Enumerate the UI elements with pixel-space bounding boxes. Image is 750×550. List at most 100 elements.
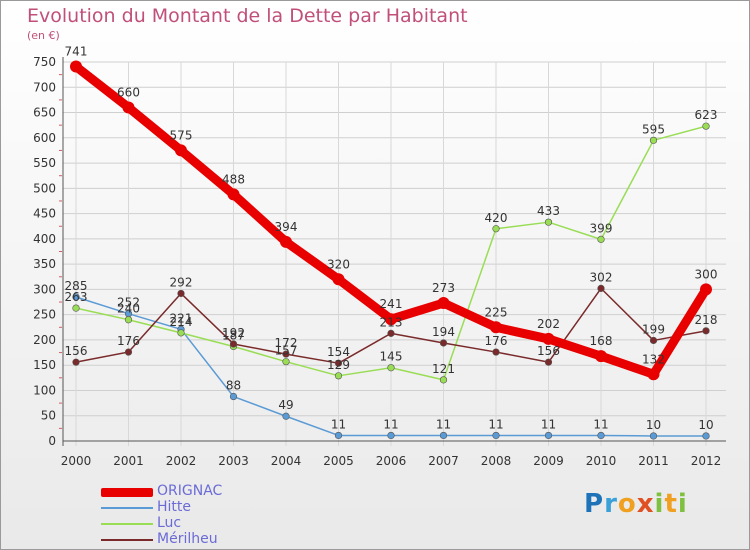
- x-tick-label: 2001: [113, 454, 144, 468]
- data-label-orignac: 660: [117, 85, 140, 99]
- x-tick-label: 2012: [691, 454, 722, 468]
- data-point-hitte: [282, 412, 290, 420]
- data-point-mrilheu: [597, 284, 605, 292]
- data-point-hitte: [72, 293, 80, 301]
- legend-item-merilheu: Mérilheu: [101, 531, 321, 548]
- x-tick-label: 2000: [61, 454, 92, 468]
- y-tick-label: 650: [33, 106, 56, 120]
- data-point-orignac: [542, 332, 555, 345]
- data-point-hitte: [597, 431, 605, 440]
- data-point-mrilheu: [177, 289, 185, 298]
- data-label-luc: 595: [642, 122, 665, 136]
- data-point-mrilheu: [649, 336, 658, 345]
- data-label-mrilheu: 302: [590, 270, 613, 284]
- data-point-orignac: [332, 273, 345, 286]
- data-label-mrilheu: 172: [275, 336, 298, 350]
- legend-label: ORIGNAC: [157, 483, 223, 499]
- legend-item-hitte: Hitte: [101, 499, 321, 516]
- logo-letter: o: [617, 489, 637, 519]
- legend-item-orignac: ORIGNAC: [101, 483, 321, 500]
- data-point-luc: [649, 136, 658, 144]
- legend-label: Mérilheu: [157, 531, 218, 547]
- data-label-hitte: 11: [593, 417, 608, 431]
- y-tick-label: 0: [48, 434, 56, 448]
- x-tick-label: 2010: [586, 454, 617, 468]
- data-point-orignac: [647, 368, 660, 381]
- data-label-orignac: 241: [380, 297, 403, 311]
- data-label-orignac: 300: [695, 267, 718, 281]
- x-tick-label: 2002: [166, 454, 197, 468]
- legend-swatch: [101, 539, 153, 541]
- data-point-mrilheu: [439, 339, 448, 347]
- x-tick-label: 2007: [428, 454, 459, 468]
- logo-letter: P: [584, 489, 605, 519]
- data-label-orignac: 741: [65, 45, 88, 59]
- data-label-orignac: 273: [432, 281, 455, 295]
- data-point-luc: [124, 316, 133, 324]
- legend-swatch: [101, 488, 153, 497]
- data-label-luc: 399: [590, 221, 613, 235]
- legend-label: Luc: [157, 515, 182, 531]
- y-unit-label: (en €): [27, 29, 60, 42]
- data-point-hitte: [544, 431, 553, 440]
- data-label-orignac: 394: [275, 220, 298, 234]
- data-point-hitte: [492, 431, 500, 440]
- y-tick-label: 300: [33, 282, 56, 296]
- data-point-hitte: [387, 431, 395, 440]
- data-label-mrilheu: 156: [65, 344, 88, 358]
- x-tick-label: 2008: [481, 454, 512, 468]
- x-tick-label: 2009: [533, 454, 564, 468]
- data-point-orignac: [122, 101, 135, 114]
- data-label-luc: 129: [327, 358, 350, 372]
- data-label-luc: 623: [695, 108, 718, 122]
- data-point-orignac: [385, 313, 397, 326]
- data-point-mrilheu: [229, 340, 238, 348]
- data-label-luc: 157: [275, 344, 298, 358]
- data-label-hitte: 221: [170, 311, 193, 325]
- x-tick-label: 2011: [638, 454, 669, 468]
- data-point-mrilheu: [492, 348, 500, 356]
- data-label-hitte: 88: [226, 379, 241, 393]
- data-point-luc: [439, 376, 448, 384]
- data-label-hitte: 10: [646, 418, 661, 432]
- data-label-luc: 121: [432, 362, 455, 376]
- data-point-luc: [282, 358, 290, 366]
- data-point-luc: [597, 235, 605, 243]
- legend-swatch: [101, 523, 153, 525]
- data-label-luc: 433: [537, 204, 560, 218]
- data-label-orignac: 488: [222, 172, 245, 186]
- x-tick-label: 2003: [218, 454, 249, 468]
- data-label-luc: 187: [222, 329, 245, 343]
- data-point-luc: [387, 364, 395, 372]
- data-point-hitte: [439, 431, 448, 440]
- y-tick-label: 250: [33, 308, 56, 322]
- data-label-hitte: 11: [436, 417, 451, 431]
- data-label-orignac: 320: [327, 257, 350, 271]
- data-label-orignac: 202: [537, 317, 560, 331]
- data-point-orignac: [700, 283, 712, 296]
- data-point-orignac: [175, 144, 187, 157]
- data-label-mrilheu: 194: [432, 325, 455, 339]
- y-tick-label: 400: [33, 232, 56, 246]
- data-label-mrilheu: 213: [380, 315, 403, 329]
- legend: ORIGNAC Hitte Luc Mérilheu: [101, 483, 321, 548]
- data-point-hitte: [334, 431, 343, 440]
- data-label-luc: 263: [65, 290, 88, 304]
- data-label-orignac: 168: [590, 334, 613, 348]
- y-tick-label: 700: [33, 80, 56, 94]
- data-label-hitte: 285: [65, 279, 88, 293]
- data-point-mrilheu: [702, 327, 710, 335]
- data-point-luc: [334, 372, 343, 380]
- y-tick-label: 150: [33, 358, 56, 372]
- y-tick-label: 500: [33, 181, 56, 195]
- data-point-luc: [702, 122, 710, 130]
- data-label-hitte: 11: [383, 417, 398, 431]
- data-label-mrilheu: 154: [327, 345, 350, 359]
- data-point-hitte: [702, 432, 710, 440]
- data-label-mrilheu: 156: [537, 344, 560, 358]
- data-point-mrilheu: [282, 350, 290, 358]
- logo-letter: t: [664, 489, 678, 519]
- data-point-orignac: [490, 321, 502, 334]
- y-tick-label: 350: [33, 257, 56, 271]
